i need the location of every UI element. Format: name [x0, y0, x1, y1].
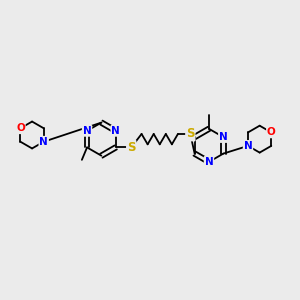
- Text: N: N: [111, 126, 120, 136]
- Text: N: N: [39, 137, 48, 147]
- Text: S: S: [186, 128, 195, 140]
- Text: N: N: [205, 157, 213, 167]
- Text: N: N: [244, 141, 252, 151]
- Text: S: S: [127, 141, 136, 154]
- Text: O: O: [16, 123, 25, 133]
- Text: O: O: [267, 128, 276, 137]
- Text: N: N: [219, 132, 228, 142]
- Text: N: N: [83, 126, 92, 136]
